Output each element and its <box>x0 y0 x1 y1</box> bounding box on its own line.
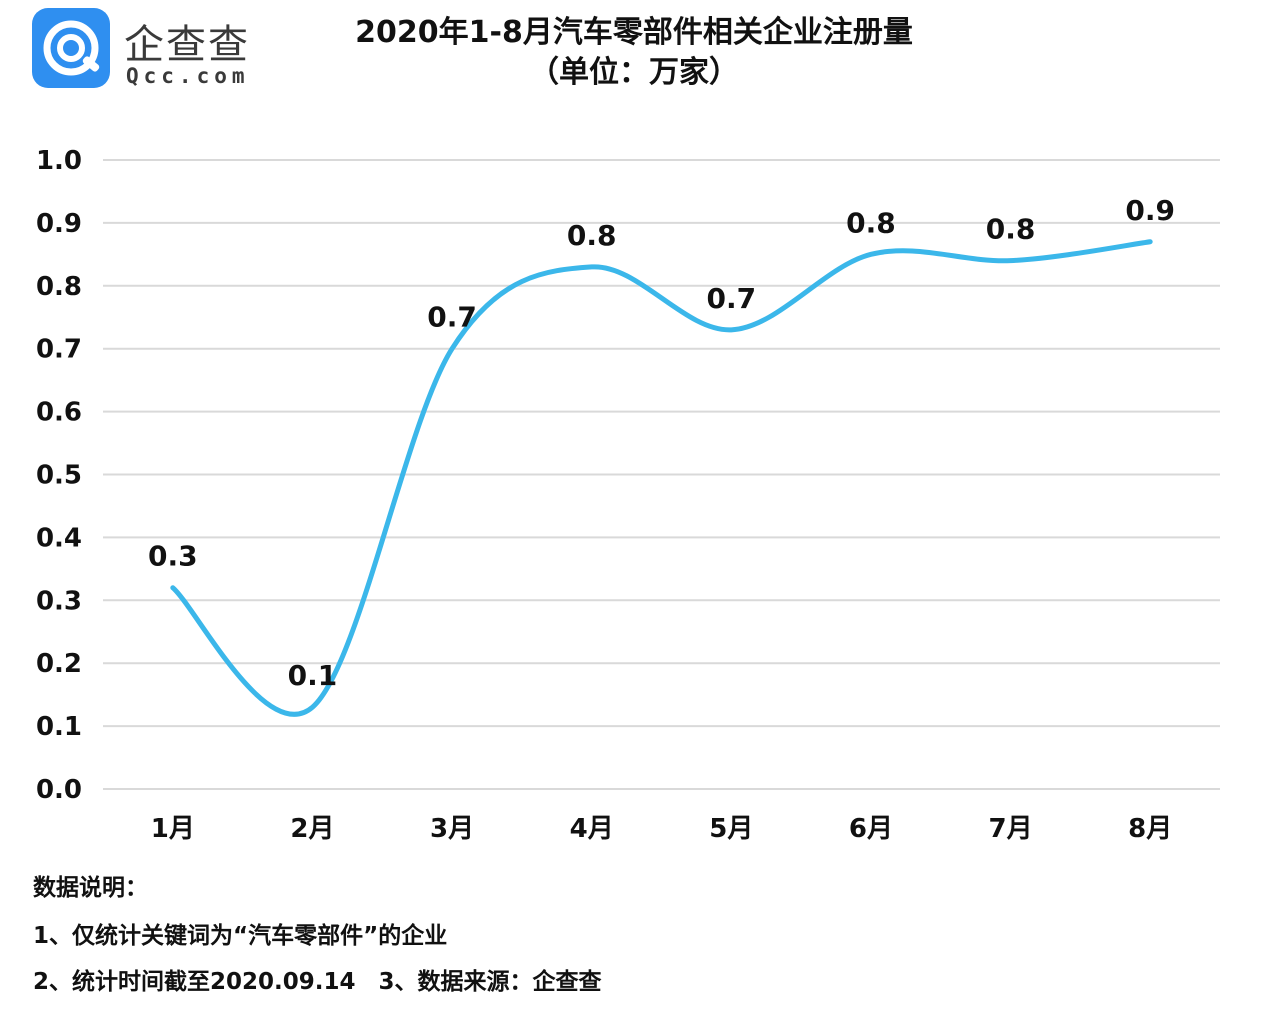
line-chart: 0.0 0.1 0.2 0.3 0.4 0.5 0.6 0.7 0.8 0.9 1.0 1月 2月 3月… <box>36 146 1220 844</box>
y-tick-label: 0.4 <box>36 523 82 553</box>
data-label: 0.3 <box>148 540 198 573</box>
y-axis-ticks: 0.0 0.1 0.2 0.3 0.4 0.5 0.6 0.7 0.8 0.9 1.0 <box>36 146 82 805</box>
qcc-logo: 企查查 Qcc.com <box>32 8 272 92</box>
logo-name-cn: 企查查 <box>124 22 250 68</box>
x-tick-label: 7月 <box>989 814 1033 844</box>
data-labels: 0.3 0.1 0.7 0.8 0.7 0.8 0.8 0.9 <box>148 194 1175 692</box>
qcc-logo-icon <box>32 8 110 88</box>
notes-heading: 数据说明： <box>33 875 148 901</box>
y-tick-label: 0.5 <box>36 461 82 491</box>
series-line <box>170 239 1153 717</box>
y-tick-label: 0.2 <box>36 649 82 679</box>
y-tick-label: 1.0 <box>36 146 82 176</box>
y-tick-label: 0.0 <box>36 775 82 805</box>
chart-subtitle: （单位：万家） <box>529 55 739 90</box>
note-line-1: 1、仅统计关键词为“汽车零部件”的企业 <box>33 923 448 949</box>
x-tick-label: 1月 <box>151 814 195 844</box>
y-tick-label: 0.6 <box>36 398 82 428</box>
data-label: 0.8 <box>567 219 617 252</box>
data-label: 0.9 <box>1125 194 1175 227</box>
data-label: 0.7 <box>707 282 757 315</box>
x-tick-label: 5月 <box>709 814 753 844</box>
x-tick-label: 3月 <box>430 814 474 844</box>
data-label: 0.7 <box>427 301 477 334</box>
x-tick-label: 2月 <box>290 814 334 844</box>
note-line-2: 2、统计时间截至2020.09.14 3、数据来源：企查查 <box>33 969 602 995</box>
y-tick-label: 0.7 <box>36 335 82 365</box>
x-tick-label: 6月 <box>849 814 893 844</box>
data-label: 0.1 <box>288 659 338 692</box>
chart-title: 2020年1-8月汽车零部件相关企业注册量 <box>355 15 913 50</box>
x-tick-label: 4月 <box>570 814 614 844</box>
y-tick-label: 0.1 <box>36 712 82 742</box>
data-label: 0.8 <box>986 213 1036 246</box>
y-tick-label: 0.9 <box>36 209 82 239</box>
gridlines <box>103 159 1220 790</box>
logo-name-en: Qcc.com <box>126 64 250 88</box>
data-label: 0.8 <box>846 206 896 239</box>
y-tick-label: 0.8 <box>36 272 82 302</box>
y-tick-label: 0.3 <box>36 586 82 616</box>
x-tick-label: 8月 <box>1128 814 1172 844</box>
x-axis-ticks: 1月 2月 3月 4月 5月 6月 7月 8月 <box>151 814 1172 844</box>
